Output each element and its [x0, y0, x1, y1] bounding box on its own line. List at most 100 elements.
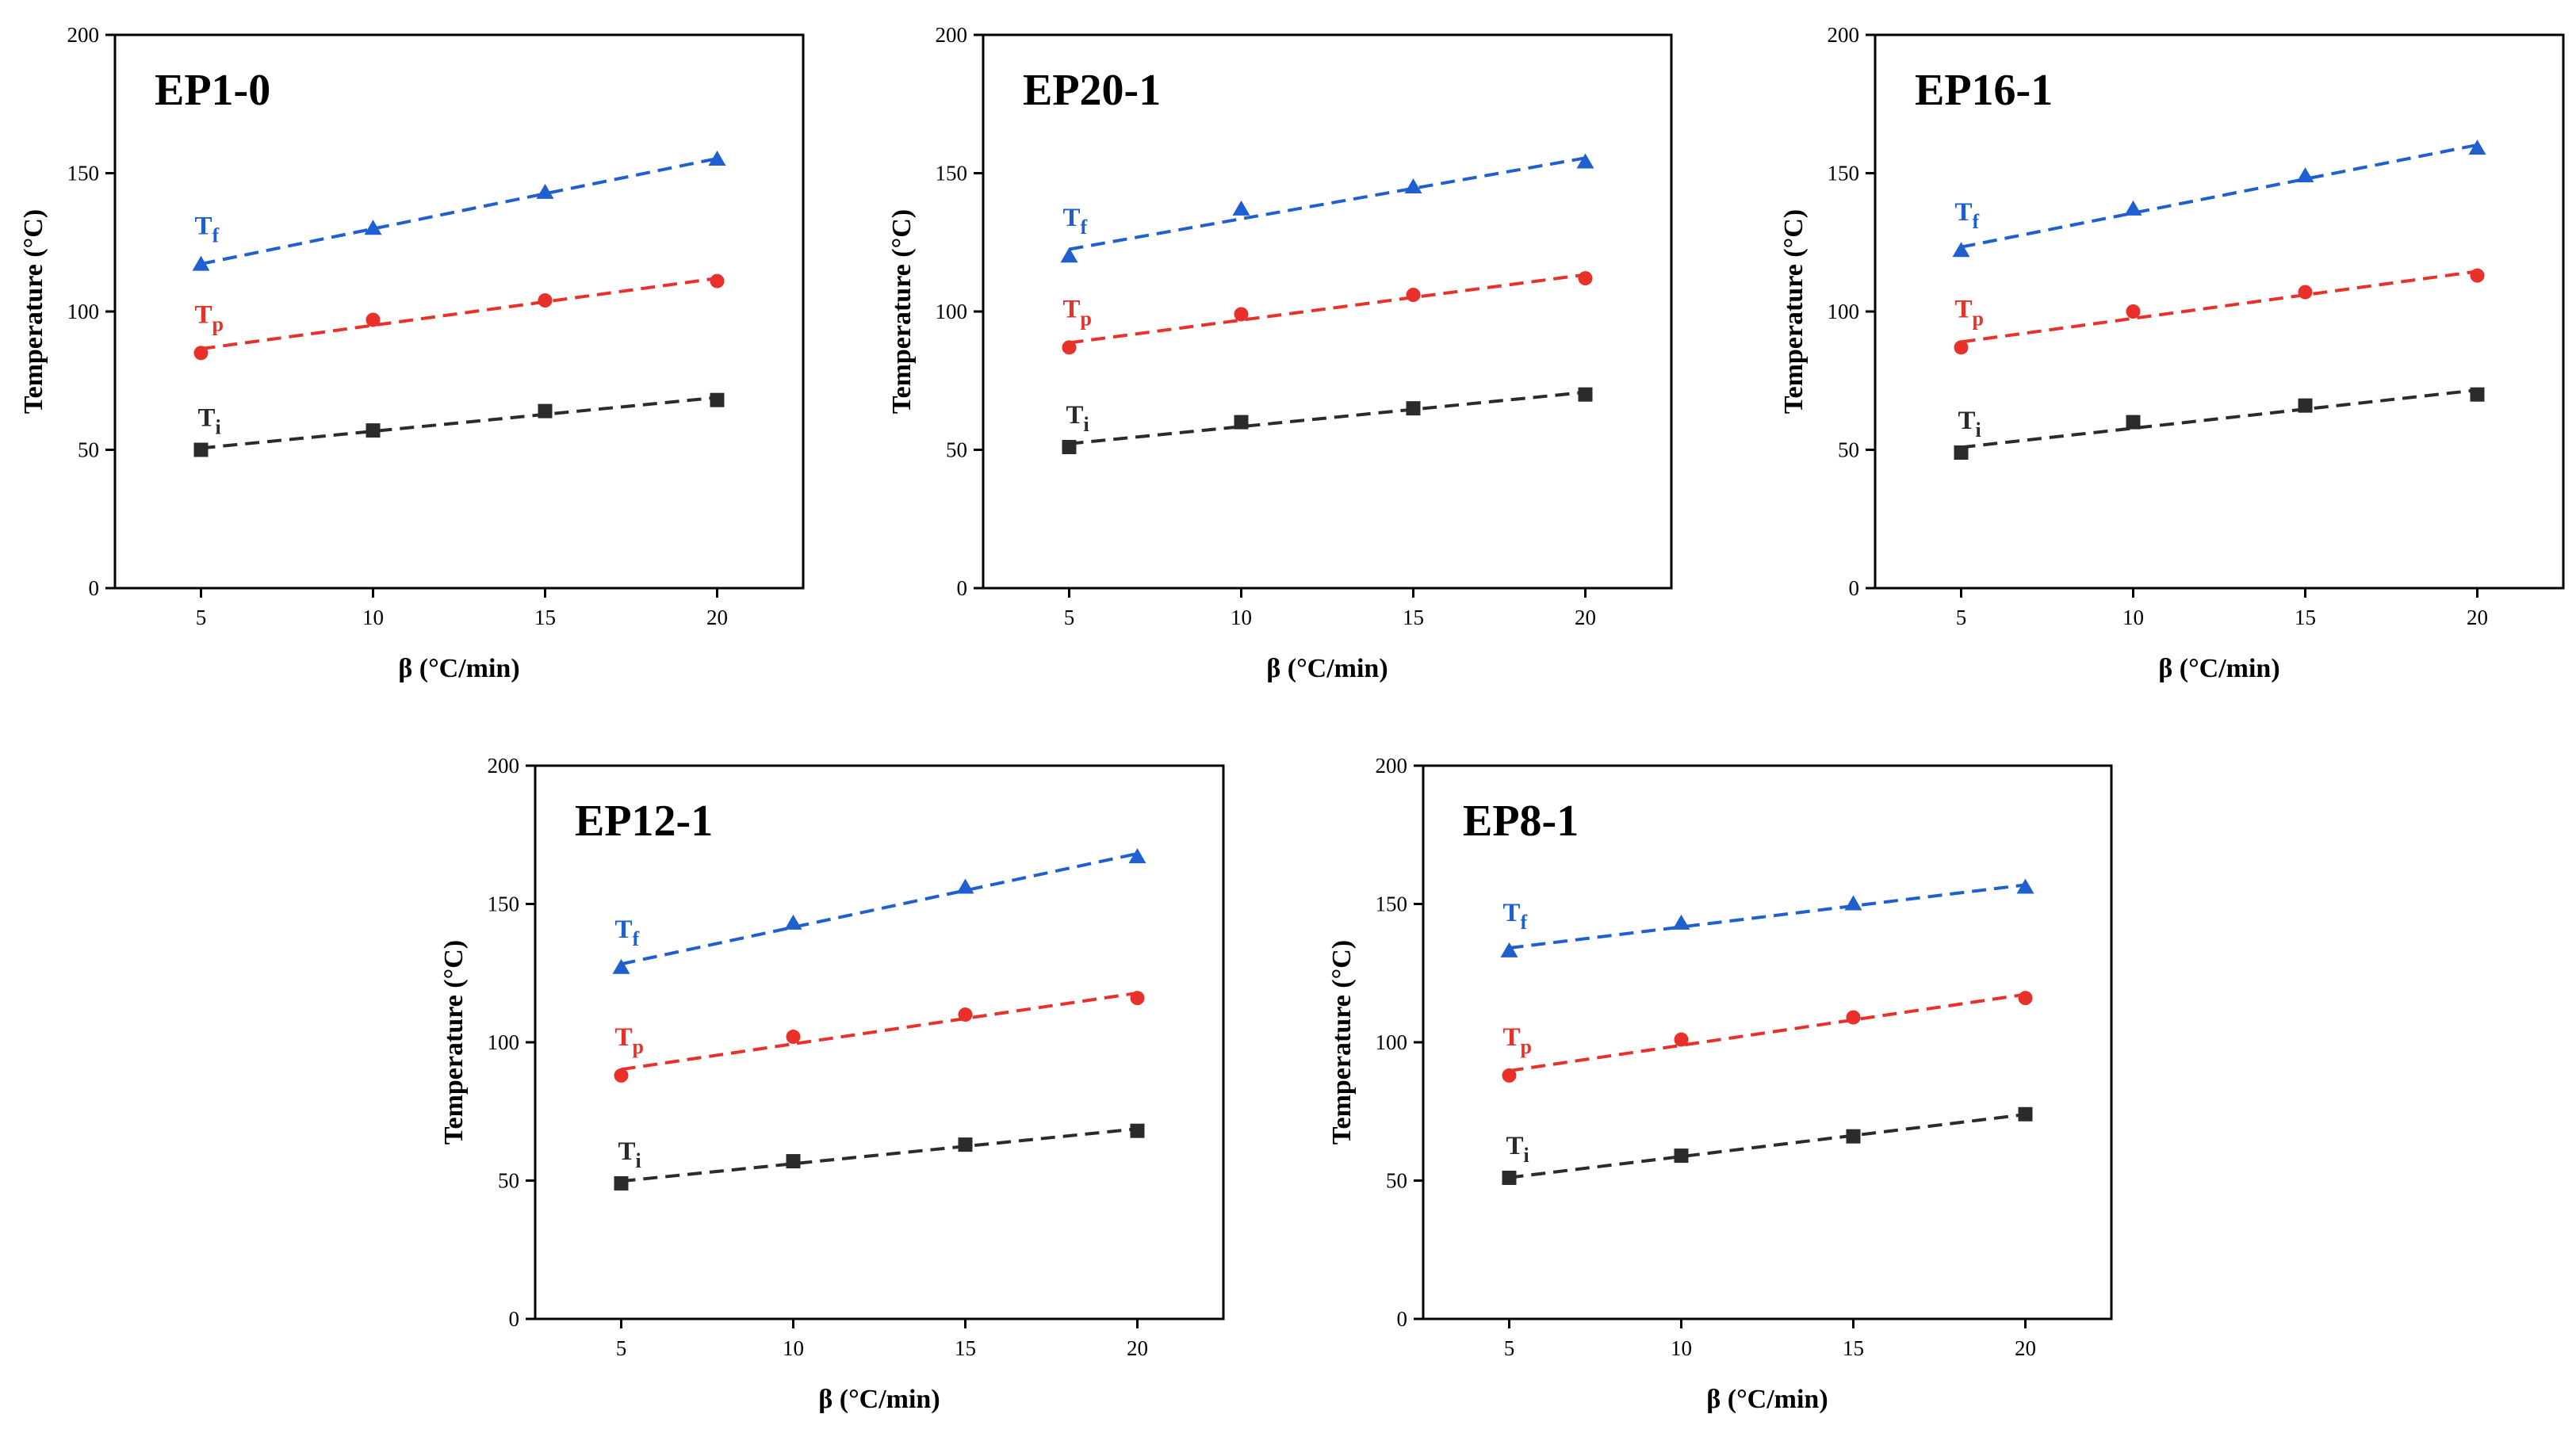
y-tick-label: 0	[1849, 576, 1860, 600]
fit-line	[1961, 143, 2478, 249]
series-tp: Tp	[614, 991, 1145, 1083]
x-axis-label: β (°C/min)	[398, 654, 519, 683]
series-label-tf: Tf	[1063, 204, 1088, 239]
fit-line	[1509, 1113, 2026, 1179]
chart-panel-ep20-1: 0 50 100 150 200 5 10 15 20 β (°C/min) Temperature…	[887, 23, 1673, 683]
data-point-square	[1406, 401, 1421, 416]
data-point-square	[2126, 415, 2141, 430]
series-label-ti: Ti	[618, 1137, 641, 1172]
series-tf: Tf	[192, 151, 726, 271]
series-tf: Tf	[1952, 139, 2486, 258]
fit-line	[1509, 883, 2026, 950]
data-point-circle	[710, 273, 725, 289]
series-label-tp: Tp	[1503, 1023, 1532, 1058]
data-point-triangle	[1672, 914, 1690, 930]
series-tf: Tf	[1500, 878, 2034, 957]
data-point-triangle	[1844, 895, 1862, 911]
data-point-circle	[1130, 991, 1145, 1006]
series-label-tf: Tf	[615, 915, 640, 950]
data-point-square	[1674, 1148, 1689, 1164]
data-point-triangle	[192, 255, 210, 271]
series-ti: Ti	[1502, 1106, 2033, 1186]
series-label-ti: Ti	[1066, 401, 1089, 436]
data-point-circle	[2018, 991, 2033, 1006]
series-label-ti: Ti	[1958, 407, 1981, 441]
series-ti: Ti	[614, 1123, 1145, 1190]
y-axis-label: Temperature (°C)	[1327, 940, 1357, 1145]
x-tick-label: 20	[1575, 606, 1596, 629]
data-point-square	[710, 392, 725, 407]
data-point-square	[1502, 1171, 1517, 1186]
y-axis-label: Temperature (°C)	[439, 940, 469, 1145]
series-tp: Tp	[1954, 268, 2485, 355]
fit-line	[201, 157, 718, 266]
series-label-ti: Ti	[1506, 1132, 1529, 1167]
data-point-circle	[1954, 340, 1969, 355]
series-label-tf: Tf	[1955, 198, 1980, 233]
x-tick-label: 20	[706, 606, 728, 629]
data-point-square	[1954, 445, 1969, 460]
fit-line	[1069, 156, 1586, 251]
data-point-triangle	[784, 914, 802, 930]
series-ti: Ti	[1062, 387, 1593, 455]
chart-panel-ep12-1: 0 50 100 150 200 5 10 15 20 β (°C/min) Temperature…	[439, 754, 1225, 1414]
series-tp: Tp	[1062, 271, 1593, 355]
x-tick-label: 5	[1504, 1336, 1515, 1360]
x-tick-label: 15	[955, 1336, 976, 1360]
fit-line	[621, 991, 1138, 1072]
y-tick-label: 50	[1386, 1169, 1407, 1193]
data-point-square	[614, 1175, 629, 1190]
y-tick-label: 100	[67, 300, 100, 323]
data-point-triangle	[1500, 942, 1518, 957]
data-point-circle	[614, 1068, 629, 1083]
x-tick-label: 5	[196, 606, 207, 629]
data-point-square	[786, 1154, 801, 1169]
y-tick-label: 200	[488, 754, 520, 778]
data-point-circle	[1674, 1032, 1689, 1047]
data-point-circle	[538, 293, 553, 308]
y-tick-label: 0	[89, 576, 100, 600]
data-point-square	[366, 423, 381, 438]
y-tick-label: 150	[936, 162, 968, 185]
panel-title: EP1-0	[155, 66, 270, 115]
series-label-tf: Tf	[1503, 899, 1528, 934]
x-tick-label: 20	[2015, 1336, 2036, 1360]
data-point-square	[958, 1137, 973, 1152]
data-point-triangle	[612, 958, 630, 974]
x-tick-label: 15	[534, 606, 556, 629]
fit-line	[1069, 390, 1586, 445]
y-tick-label: 50	[78, 438, 99, 462]
x-tick-label: 20	[1127, 1336, 1148, 1360]
x-tick-label: 15	[1403, 606, 1424, 629]
data-point-circle	[1846, 1010, 1861, 1025]
y-axis-label: Temperature (°C)	[887, 209, 917, 414]
panel-title: EP16-1	[1915, 66, 2053, 115]
series-tf: Tf	[1060, 153, 1594, 263]
data-point-triangle	[1576, 153, 1594, 169]
x-axis-label: β (°C/min)	[818, 1385, 940, 1414]
data-point-triangle	[2016, 878, 2034, 894]
y-tick-label: 50	[946, 438, 967, 462]
data-point-circle	[1578, 271, 1593, 286]
x-tick-label: 10	[362, 606, 384, 629]
series-label-tf: Tf	[195, 212, 220, 247]
data-point-square	[1062, 440, 1077, 455]
data-point-triangle	[1060, 247, 1078, 263]
series-tp: Tp	[1502, 991, 2033, 1083]
data-point-triangle	[2296, 166, 2314, 182]
y-tick-label: 200	[1376, 754, 1408, 778]
x-tick-label: 5	[1956, 606, 1967, 629]
fit-line	[201, 277, 718, 351]
series-tf: Tf	[612, 848, 1146, 974]
chart-panel-ep16-1: 0 50 100 150 200 5 10 15 20 β (°C/min) Temperature…	[1779, 23, 2565, 683]
y-axis-label: Temperature (°C)	[19, 209, 48, 414]
data-point-triangle	[708, 151, 726, 166]
data-point-square	[1846, 1129, 1861, 1144]
x-tick-label: 10	[2122, 606, 2144, 629]
data-point-circle	[786, 1030, 801, 1045]
fit-line	[201, 396, 718, 450]
series-label-tp: Tp	[615, 1023, 644, 1058]
data-point-square	[1578, 387, 1593, 402]
x-axis-label: β (°C/min)	[2158, 654, 2279, 683]
